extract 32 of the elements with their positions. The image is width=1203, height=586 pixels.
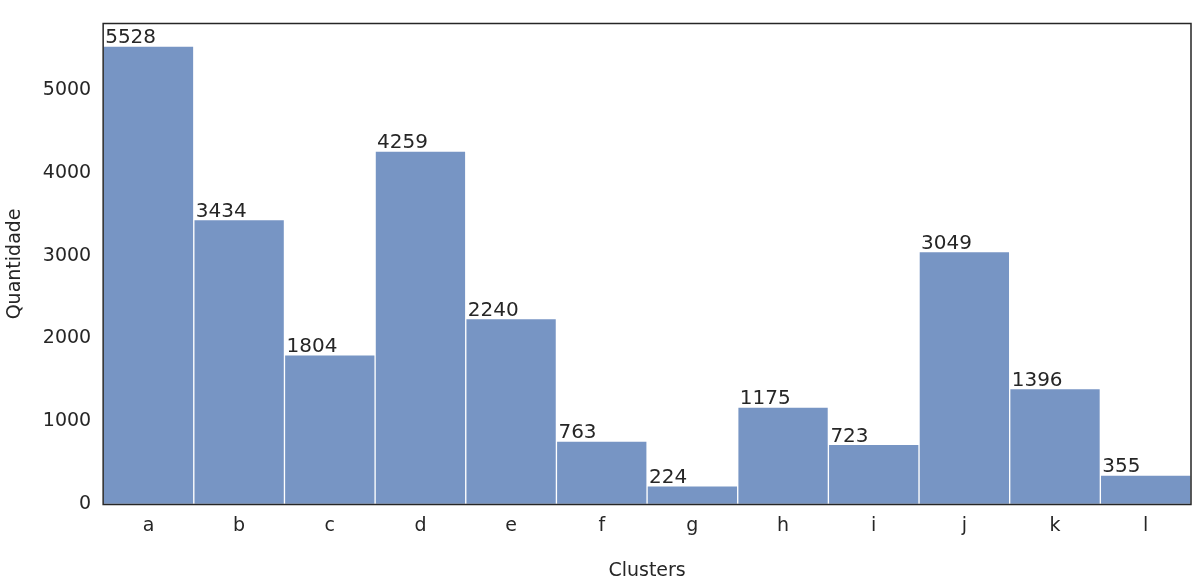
x-tick-label: g	[686, 512, 699, 535]
data-label: 723	[830, 422, 869, 447]
x-tick-label: h	[777, 512, 790, 535]
data-label: 355	[1102, 453, 1141, 478]
x-tick-label: l	[1143, 512, 1149, 535]
x-axis-title: Clusters	[608, 557, 686, 580]
y-tick-label: 4000	[42, 159, 92, 182]
data-label: 763	[558, 419, 597, 444]
data-label: 1804	[286, 333, 338, 357]
data-label: 3434	[195, 197, 247, 222]
data-label: 4259	[377, 129, 429, 154]
y-tick-label: 3000	[42, 242, 92, 265]
data-label: 1396	[1011, 366, 1063, 391]
data-label: 5528	[105, 24, 157, 49]
data-label: 3049	[921, 229, 972, 254]
data-label: 224	[649, 464, 688, 489]
y-tick-label: 1000	[42, 408, 92, 431]
x-tick-label: e	[505, 512, 517, 535]
x-tick-label: b	[233, 512, 246, 535]
y-tick-label: 2000	[42, 325, 92, 348]
data-label: 2240	[467, 296, 519, 321]
x-tick-label: f	[598, 512, 607, 535]
y-axis-title: Quantidade	[2, 208, 25, 320]
x-tick-label: k	[1049, 512, 1061, 535]
x-tick-label: d	[414, 512, 427, 535]
y-tick-label: 0	[79, 491, 92, 514]
x-tick-label: i	[871, 512, 877, 535]
y-tick-label: 5000	[42, 76, 92, 99]
x-tick-label: c	[324, 512, 336, 535]
x-tick-label: j	[960, 512, 968, 535]
x-tick-label: a	[142, 512, 155, 535]
data-label: 1175	[739, 385, 791, 410]
